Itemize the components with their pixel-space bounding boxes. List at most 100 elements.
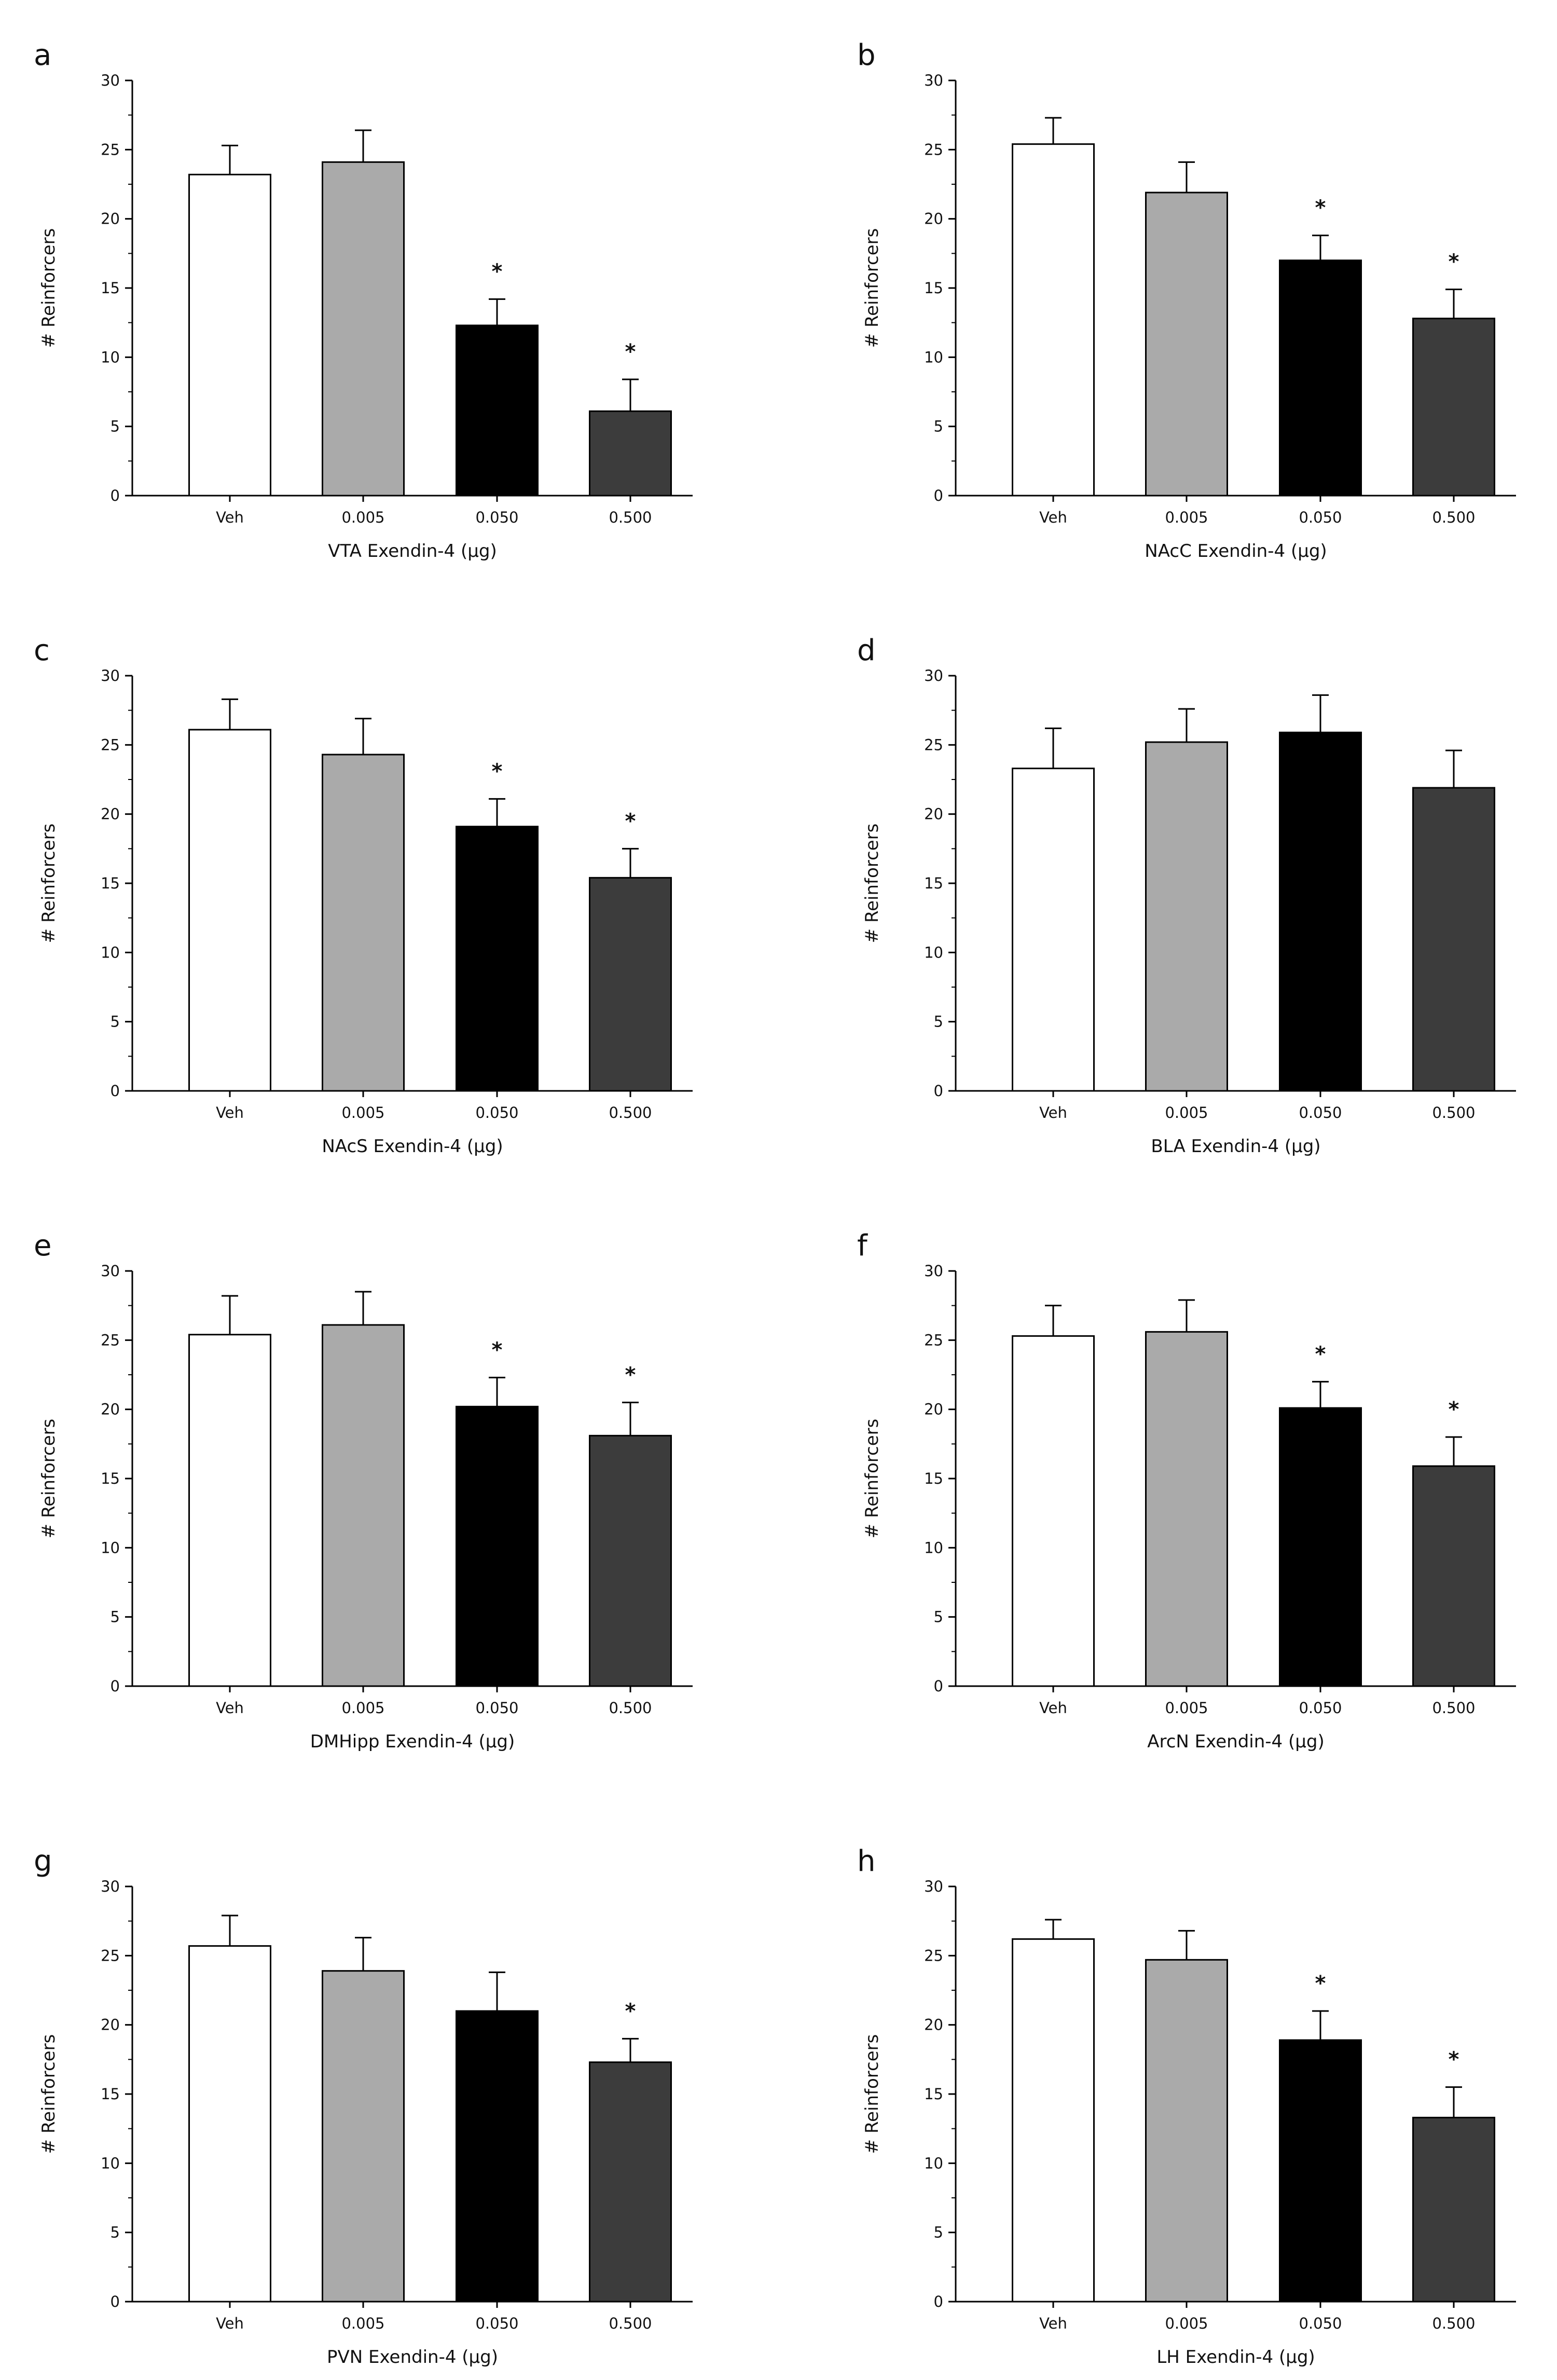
y-tick-label: 25 <box>924 1331 943 1349</box>
bar-0.005 <box>1145 1959 1228 2303</box>
y-axis-title: # Reinforcers <box>862 2034 883 2154</box>
x-tick-label: 0.500 <box>609 509 652 526</box>
x-tick-label: 0.005 <box>341 509 384 526</box>
bar-0.500 <box>589 2061 672 2303</box>
bar-0.005 <box>322 1324 405 1687</box>
panel-d: d 0 5 10 15 20 25 30 Veh 0.005 0.050 0.500 BLA Exend… <box>857 634 1516 1157</box>
x-tick-label: 0.500 <box>1432 1104 1475 1121</box>
x-axis-title: NAcS Exendin-4 (µg) <box>322 1136 503 1157</box>
y-tick-label: 5 <box>111 1608 120 1626</box>
panel-letter: e <box>34 1229 51 1263</box>
x-tick-label: Veh <box>216 2315 244 2332</box>
x-axis-title: DMHipp Exendin-4 (µg) <box>310 1731 515 1752</box>
bar-0.500 <box>589 410 672 497</box>
y-tick-label: 5 <box>934 1013 943 1031</box>
x-tick-label: 0.500 <box>609 1699 652 1717</box>
y-tick-label: 0 <box>934 2293 943 2310</box>
y-axis-title: # Reinforcers <box>38 824 59 943</box>
bar-0.050 <box>1279 2039 1362 2303</box>
bar-0.500 <box>1412 787 1495 1092</box>
y-tick-label: 5 <box>934 418 943 435</box>
y-tick-label: 5 <box>111 418 120 435</box>
x-tick-label: 0.500 <box>609 1104 652 1121</box>
panel-f: f 0 5 10 15 20 25 30 Veh 0.005 * 0.050 * 0.500 ArcN Ex… <box>857 1229 1516 1752</box>
bar-Veh <box>1012 1335 1095 1687</box>
bar-Veh <box>188 1334 271 1687</box>
y-tick-label: 15 <box>924 2085 943 2103</box>
y-tick-label: 10 <box>101 943 120 961</box>
x-tick-label: 0.005 <box>1165 509 1208 526</box>
x-tick-label: 0.500 <box>1432 1699 1475 1717</box>
bar-0.050 <box>456 1405 539 1687</box>
panel-letter: h <box>857 1844 876 1878</box>
bar-0.005 <box>1145 192 1228 497</box>
y-tick-label: 10 <box>101 2154 120 2172</box>
y-tick-label: 0 <box>934 487 943 504</box>
panel-letter: a <box>34 38 51 72</box>
x-tick-label: Veh <box>1039 1699 1067 1717</box>
y-tick-label: 30 <box>101 1878 120 1895</box>
significance-star: * <box>1449 1398 1459 1421</box>
y-tick-label: 5 <box>111 2224 120 2241</box>
significance-star: * <box>625 1363 636 1387</box>
panel-letter: c <box>34 634 50 667</box>
bar-0.500 <box>589 1434 672 1687</box>
y-tick-label: 25 <box>101 141 120 158</box>
significance-star: * <box>492 759 503 783</box>
significance-star: * <box>1315 196 1326 220</box>
panel-c: c 0 5 10 15 20 25 30 Veh 0.005 * 0.050 * 0.500 NAcS Ex… <box>34 634 693 1157</box>
x-tick-label: 0.050 <box>1299 1699 1342 1717</box>
y-tick-label: 25 <box>101 736 120 754</box>
x-axis-title: PVN Exendin-4 (µg) <box>327 2347 498 2368</box>
y-tick-label: 30 <box>924 667 943 685</box>
bar-0.050 <box>1279 259 1362 497</box>
y-tick-label: 30 <box>101 72 120 89</box>
bar-0.500 <box>589 877 672 1092</box>
y-tick-label: 10 <box>924 943 943 961</box>
y-tick-label: 20 <box>101 210 120 228</box>
significance-star: * <box>625 340 636 364</box>
bar-Veh <box>188 729 271 1092</box>
bar-0.500 <box>1412 318 1495 497</box>
y-axis-title: # Reinforcers <box>862 228 883 348</box>
panel-letter: d <box>857 634 876 667</box>
panel-letter: f <box>857 1229 868 1263</box>
x-tick-label: Veh <box>1039 1104 1067 1121</box>
x-tick-label: Veh <box>216 1104 244 1121</box>
y-tick-label: 20 <box>924 210 943 228</box>
bar-Veh <box>1012 1938 1095 2303</box>
y-axis-title: # Reinforcers <box>862 1419 883 1539</box>
y-tick-label: 0 <box>934 1677 943 1695</box>
y-tick-label: 25 <box>924 736 943 754</box>
panel-b: b 0 5 10 15 20 25 30 Veh 0.005 * 0.050 * 0.500 NAcC Ex… <box>857 38 1516 562</box>
x-axis-title: LH Exendin-4 (µg) <box>1156 2347 1315 2368</box>
bar-0.050 <box>456 324 539 497</box>
y-tick-label: 30 <box>101 1262 120 1280</box>
y-tick-label: 20 <box>924 805 943 823</box>
y-tick-label: 5 <box>111 1013 120 1031</box>
x-tick-label: 0.500 <box>1432 509 1475 526</box>
x-tick-label: 0.005 <box>341 1699 384 1717</box>
x-tick-label: 0.050 <box>475 1699 518 1717</box>
x-axis-title: VTA Exendin-4 (µg) <box>328 541 497 562</box>
y-tick-label: 0 <box>111 1082 120 1100</box>
significance-star: * <box>492 259 503 283</box>
y-tick-label: 10 <box>924 1539 943 1556</box>
x-tick-label: 0.005 <box>341 1104 384 1121</box>
x-axis-title: NAcC Exendin-4 (µg) <box>1145 541 1327 562</box>
x-tick-label: Veh <box>1039 2315 1067 2332</box>
bar-0.005 <box>322 161 405 497</box>
y-tick-label: 0 <box>111 2293 120 2310</box>
bar-0.005 <box>322 1970 405 2303</box>
x-tick-label: 0.005 <box>341 2315 384 2332</box>
bar-0.050 <box>1279 731 1362 1092</box>
x-tick-label: Veh <box>1039 509 1067 526</box>
y-tick-label: 15 <box>924 874 943 892</box>
y-tick-label: 15 <box>101 874 120 892</box>
y-tick-label: 10 <box>101 1539 120 1556</box>
panel-g: g 0 5 10 15 20 25 30 Veh 0.005 0.050 * 0.500 PVN Exen… <box>34 1844 693 2368</box>
bar-0.005 <box>1145 741 1228 1092</box>
panel-letter: b <box>857 38 876 72</box>
panel-h: h 0 5 10 15 20 25 30 Veh 0.005 * 0.050 * 0.500 LH Exen… <box>857 1844 1516 2368</box>
